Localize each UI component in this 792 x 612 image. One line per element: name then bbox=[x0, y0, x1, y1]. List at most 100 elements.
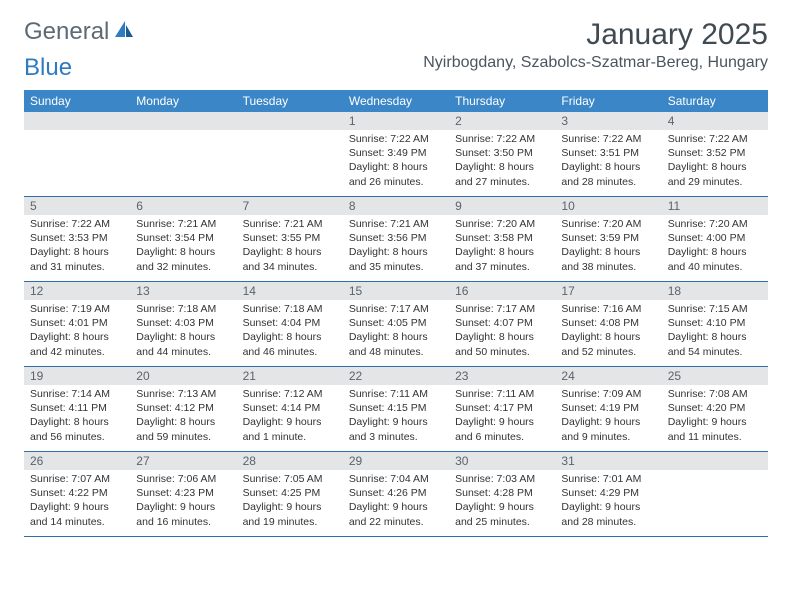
day-line: Sunset: 3:52 PM bbox=[668, 146, 762, 160]
day-line: Daylight: 9 hours bbox=[561, 415, 655, 429]
day-cell: 9Sunrise: 7:20 AMSunset: 3:58 PMDaylight… bbox=[449, 197, 555, 281]
day-number: 4 bbox=[662, 112, 768, 130]
day-line: Sunrise: 7:01 AM bbox=[561, 472, 655, 486]
weekday-label: Monday bbox=[130, 90, 236, 112]
weekday-label: Tuesday bbox=[237, 90, 343, 112]
day-cell: 23Sunrise: 7:11 AMSunset: 4:17 PMDayligh… bbox=[449, 367, 555, 451]
day-number: 7 bbox=[237, 197, 343, 215]
day-body: Sunrise: 7:16 AMSunset: 4:08 PMDaylight:… bbox=[555, 300, 661, 363]
day-line: Sunrise: 7:11 AM bbox=[349, 387, 443, 401]
day-line: Sunrise: 7:08 AM bbox=[668, 387, 762, 401]
day-line: Sunrise: 7:12 AM bbox=[243, 387, 337, 401]
day-line: and 14 minutes. bbox=[30, 515, 124, 529]
day-line: Daylight: 8 hours bbox=[455, 160, 549, 174]
day-number: 20 bbox=[130, 367, 236, 385]
weekday-label: Saturday bbox=[662, 90, 768, 112]
day-number: 3 bbox=[555, 112, 661, 130]
calendar-grid: Sunday Monday Tuesday Wednesday Thursday… bbox=[24, 90, 768, 537]
day-line: and 9 minutes. bbox=[561, 430, 655, 444]
day-cell: 28Sunrise: 7:05 AMSunset: 4:25 PMDayligh… bbox=[237, 452, 343, 536]
day-line: Daylight: 8 hours bbox=[30, 415, 124, 429]
day-line: Sunset: 4:08 PM bbox=[561, 316, 655, 330]
day-number: 12 bbox=[24, 282, 130, 300]
day-cell: 31Sunrise: 7:01 AMSunset: 4:29 PMDayligh… bbox=[555, 452, 661, 536]
day-line: Sunset: 4:28 PM bbox=[455, 486, 549, 500]
week-row: 12 Sunrise: 7:19 AMSunset: 4:01 PM Dayligh… bbox=[24, 282, 768, 367]
weeks-container: 1Sunrise: 7:22 AMSunset: 3:49 PMDaylight… bbox=[24, 112, 768, 537]
day-line: Sunrise: 7:21 AM bbox=[349, 217, 443, 231]
day-line: and 59 minutes. bbox=[136, 430, 230, 444]
day-number: 30 bbox=[449, 452, 555, 470]
day-number: 25 bbox=[662, 367, 768, 385]
day-line: and 46 minutes. bbox=[243, 345, 337, 359]
day-line: and 42 minutes. bbox=[30, 345, 124, 359]
day-cell: 16Sunrise: 7:17 AMSunset: 4:07 PMDayligh… bbox=[449, 282, 555, 366]
day-number: 10 bbox=[555, 197, 661, 215]
day-cell: 22Sunrise: 7:11 AMSunset: 4:15 PMDayligh… bbox=[343, 367, 449, 451]
day-cell: 1Sunrise: 7:22 AMSunset: 3:49 PMDaylight… bbox=[343, 112, 449, 196]
day-line: Sunset: 4:03 PM bbox=[136, 316, 230, 330]
day-line: and 44 minutes. bbox=[136, 345, 230, 359]
day-line: Sunset: 3:50 PM bbox=[455, 146, 549, 160]
day-line: Sunrise: 7:15 AM bbox=[668, 302, 762, 316]
day-body: Sunrise: 7:07 AMSunset: 4:22 PMDaylight:… bbox=[24, 470, 130, 533]
day-line: Sunrise: 7:03 AM bbox=[455, 472, 549, 486]
day-line: Sunrise: 7:09 AM bbox=[561, 387, 655, 401]
day-body: Sunrise: 7:17 AMSunset: 4:07 PMDaylight:… bbox=[449, 300, 555, 363]
day-line: and 3 minutes. bbox=[349, 430, 443, 444]
day-body: Sunrise: 7:22 AMSunset: 3:49 PMDaylight:… bbox=[343, 130, 449, 193]
day-number bbox=[24, 112, 130, 130]
day-number: 23 bbox=[449, 367, 555, 385]
day-cell bbox=[130, 112, 236, 196]
weekday-header-row: Sunday Monday Tuesday Wednesday Thursday… bbox=[24, 90, 768, 112]
day-line: Daylight: 8 hours bbox=[136, 330, 230, 344]
day-number: 17 bbox=[555, 282, 661, 300]
day-line: and 28 minutes. bbox=[561, 175, 655, 189]
day-line: Daylight: 9 hours bbox=[561, 500, 655, 514]
day-body: Sunrise: 7:14 AMSunset: 4:11 PMDaylight:… bbox=[24, 385, 130, 448]
day-line: Daylight: 9 hours bbox=[136, 500, 230, 514]
day-line: Daylight: 8 hours bbox=[349, 330, 443, 344]
day-line: Sunrise: 7:19 AM bbox=[30, 302, 124, 316]
day-line: and 32 minutes. bbox=[136, 260, 230, 274]
day-line: Sunrise: 7:20 AM bbox=[455, 217, 549, 231]
day-number: 1 bbox=[343, 112, 449, 130]
day-body: Sunrise: 7:05 AMSunset: 4:25 PMDaylight:… bbox=[237, 470, 343, 533]
day-line: Daylight: 8 hours bbox=[349, 160, 443, 174]
day-line: Sunrise: 7:21 AM bbox=[136, 217, 230, 231]
day-cell bbox=[662, 452, 768, 536]
day-body: Sunrise: 7:18 AMSunset: 4:04 PMDaylight:… bbox=[237, 300, 343, 363]
day-body: Sunrise: 7:06 AMSunset: 4:23 PMDaylight:… bbox=[130, 470, 236, 533]
day-line: Sunset: 4:05 PM bbox=[349, 316, 443, 330]
day-number: 29 bbox=[343, 452, 449, 470]
day-line: Sunset: 4:12 PM bbox=[136, 401, 230, 415]
day-line: Sunrise: 7:21 AM bbox=[243, 217, 337, 231]
day-line: Sunset: 4:15 PM bbox=[349, 401, 443, 415]
day-line: Daylight: 8 hours bbox=[349, 245, 443, 259]
day-line: and 35 minutes. bbox=[349, 260, 443, 274]
day-line: Sunset: 4:04 PM bbox=[243, 316, 337, 330]
day-cell: 24Sunrise: 7:09 AMSunset: 4:19 PMDayligh… bbox=[555, 367, 661, 451]
day-line: Daylight: 8 hours bbox=[136, 245, 230, 259]
day-line: Sunrise: 7:17 AM bbox=[349, 302, 443, 316]
brand-logo: General bbox=[24, 18, 139, 46]
day-line: and 1 minute. bbox=[243, 430, 337, 444]
day-line: and 27 minutes. bbox=[455, 175, 549, 189]
day-number: 6 bbox=[130, 197, 236, 215]
day-line: Sunset: 3:51 PM bbox=[561, 146, 655, 160]
day-line: Sunrise: 7:18 AM bbox=[136, 302, 230, 316]
brand-part1: General bbox=[24, 18, 109, 46]
day-line: Sunset: 3:59 PM bbox=[561, 231, 655, 245]
day-number: 5 bbox=[24, 197, 130, 215]
day-line: Daylight: 8 hours bbox=[243, 245, 337, 259]
day-number: 9 bbox=[449, 197, 555, 215]
day-line: Sunset: 3:54 PM bbox=[136, 231, 230, 245]
day-cell: 29Sunrise: 7:04 AMSunset: 4:26 PMDayligh… bbox=[343, 452, 449, 536]
month-title: January 2025 bbox=[423, 18, 768, 52]
day-body: Sunrise: 7:22 AMSunset: 3:53 PMDaylight:… bbox=[24, 215, 130, 278]
day-line: Sunset: 4:01 PM bbox=[30, 316, 124, 330]
day-line: Daylight: 8 hours bbox=[668, 330, 762, 344]
day-line: and 54 minutes. bbox=[668, 345, 762, 359]
day-body: Sunrise: 7:11 AMSunset: 4:17 PMDaylight:… bbox=[449, 385, 555, 448]
day-cell: 5Sunrise: 7:22 AMSunset: 3:53 PMDaylight… bbox=[24, 197, 130, 281]
